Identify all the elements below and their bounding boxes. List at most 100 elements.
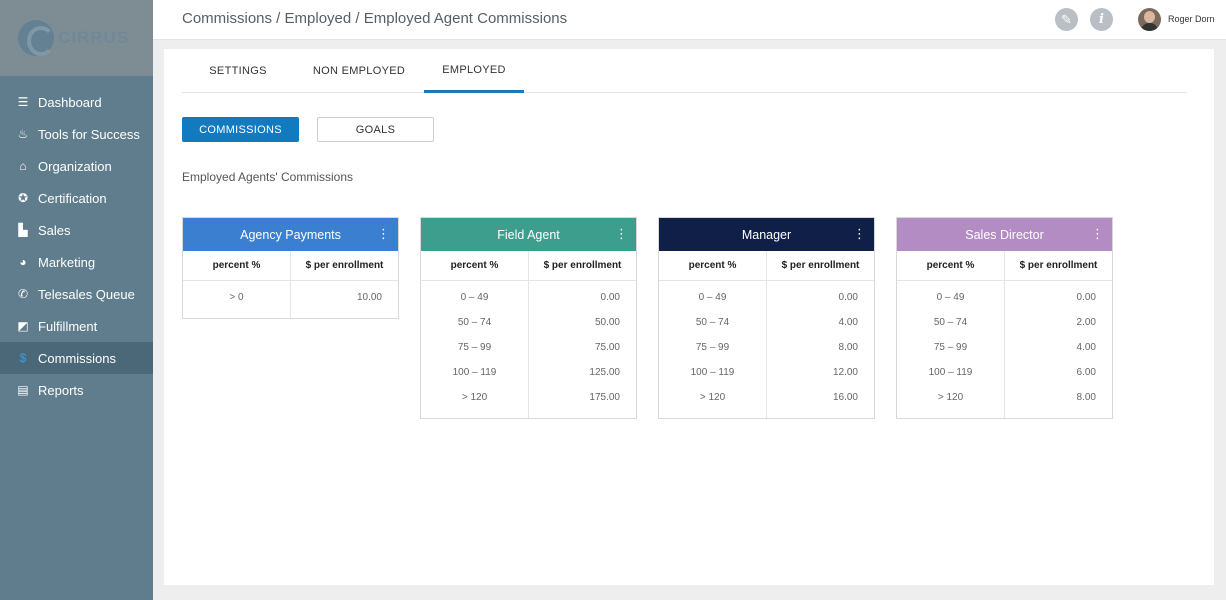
amount-cell: 2.00 [1076,317,1096,328]
percent-cell: 0 – 49 [460,292,489,303]
percent-cell: 75 – 99 [933,342,968,353]
amount-cell: 0.00 [600,292,620,303]
info-icon[interactable]: i [1090,8,1113,31]
amount-cell: 6.00 [1076,367,1096,378]
top-header: Commissions / Employed / Employed Agent … [153,0,1226,40]
breadcrumb: Commissions / Employed / Employed Agent … [182,10,568,27]
percent-cell: 50 – 74 [695,317,730,328]
amount-cell: 4.00 [1076,342,1096,353]
card-header: Sales Director ⋮ [897,218,1112,251]
percent-cell: 100 – 119 [452,367,497,378]
tab-non-employed[interactable]: NON EMPLOYED [312,65,406,77]
main-panel: SETTINGS NON EMPLOYED EMPLOYED COMMISSIO… [164,49,1214,585]
sidebar-item-sales[interactable]: ▙ Sales [0,214,153,246]
kebab-menu-icon[interactable]: ⋮ [615,226,628,241]
sidebar-item-organization[interactable]: ⌂ Organization [0,150,153,182]
sidebar-item-label: Reports [38,382,84,398]
amount-cell: 75.00 [594,342,620,353]
card-column-headers: percent % $ per enrollment [897,251,1112,281]
percent-cell: > 120 [699,392,726,403]
amount-cell: 12.00 [832,367,858,378]
card-title: Field Agent [497,227,560,242]
sidebar-item-fulfillment[interactable]: ◩ Fulfillment [0,310,153,342]
sidebar-item-label: Certification [38,190,107,206]
percent-cell: > 0 [229,292,244,303]
card-rows: 0 – 49 50 – 74 75 – 99 100 – 119 > 120 0… [421,281,636,418]
percent-cell: 75 – 99 [695,342,730,353]
commission-card-field-agent: Field Agent ⋮ percent % $ per enrollment… [420,217,637,419]
sidebar: CIRRUS ☰ Dashboard ♨ Tools for Success ⌂… [0,0,153,600]
percent-cell: > 120 [461,392,488,403]
amount-cell: 0.00 [1076,292,1096,303]
amount-cell: 125.00 [589,367,620,378]
column-header-amount: $ per enrollment [305,260,384,271]
column-header-amount: $ per enrollment [781,260,860,271]
percent-column: 0 – 49 50 – 74 75 – 99 100 – 119 > 120 [421,281,529,418]
list-icon: ☰ [17,95,29,109]
card-column-headers: percent % $ per enrollment [183,251,398,281]
sidebar-nav: ☰ Dashboard ♨ Tools for Success ⌂ Organi… [0,86,153,406]
kebab-menu-icon[interactable]: ⋮ [377,226,390,241]
card-title: Manager [741,227,792,242]
percent-cell: 50 – 74 [457,317,492,328]
goals-button[interactable]: GOALS [317,117,434,142]
card-title: Sales Director [965,227,1044,242]
sidebar-item-certification[interactable]: ✪ Certification [0,182,153,214]
commission-card-manager: Manager ⋮ percent % $ per enrollment 0 –… [658,217,875,419]
sidebar-item-reports[interactable]: ▤ Reports [0,374,153,406]
percent-cell: 0 – 49 [936,292,965,303]
award-icon: ✪ [17,191,29,205]
home-icon: ⌂ [19,159,27,173]
sidebar-item-marketing[interactable]: ◕ Marketing [0,246,153,278]
amount-cell: 175.00 [589,392,620,403]
column-header-amount: $ per enrollment [543,260,622,271]
tab-bar: SETTINGS NON EMPLOYED EMPLOYED [182,49,1187,93]
sidebar-item-telesales-queue[interactable]: ✆ Telesales Queue [0,278,153,310]
phone-icon: ✆ [17,287,29,301]
amount-cell: 50.00 [594,317,620,328]
user-name[interactable]: Roger Dorn [1168,14,1215,24]
card-column-headers: percent % $ per enrollment [659,251,874,281]
commission-card-agency-payments: Agency Payments ⋮ percent % $ per enroll… [182,217,399,319]
sidebar-item-dashboard[interactable]: ☰ Dashboard [0,86,153,118]
percent-column: > 0 [183,281,291,318]
card-rows: 0 – 49 50 – 74 75 – 99 100 – 119 > 120 0… [897,281,1112,418]
commission-card-sales-director: Sales Director ⋮ percent % $ per enrollm… [896,217,1113,419]
avatar[interactable] [1138,8,1161,31]
sidebar-item-tools-for-success[interactable]: ♨ Tools for Success [0,118,153,150]
tab-settings[interactable]: SETTINGS [209,65,267,77]
amount-cell: 0.00 [838,292,858,303]
amount-cell: 8.00 [1076,392,1096,403]
amount-column: 0.00 50.00 75.00 125.00 175.00 [529,281,636,418]
clipboard-icon: ▤ [17,383,29,397]
sidebar-item-label: Fulfillment [38,318,98,334]
percent-cell: 75 – 99 [457,342,492,353]
kebab-menu-icon[interactable]: ⋮ [853,226,866,241]
percent-column: 0 – 49 50 – 74 75 – 99 100 – 119 > 120 [659,281,767,418]
card-header: Field Agent ⋮ [421,218,636,251]
send-icon: ◩ [17,319,29,333]
percent-cell: 100 – 119 [928,367,973,378]
amount-cell: 4.00 [838,317,858,328]
cart-icon: ▙ [18,223,28,237]
sidebar-item-label: Marketing [38,254,96,270]
logo[interactable]: CIRRUS [0,0,153,76]
column-header-percent: percent % [659,251,767,280]
dollar-icon: $ [19,351,27,365]
logo-icon [18,20,55,56]
amount-column: 10.00 [291,281,398,318]
card-rows: > 0 10.00 [183,281,398,318]
tab-employed[interactable]: EMPLOYED [424,49,524,93]
percent-column: 0 – 49 50 – 74 75 – 99 100 – 119 > 120 [897,281,1005,418]
sidebar-item-commissions[interactable]: $ Commissions [0,342,153,374]
logo-text: CIRRUS [58,28,130,47]
amount-column: 0.00 2.00 4.00 6.00 8.00 [1005,281,1112,418]
sidebar-item-label: Tools for Success [38,126,140,142]
wrench-icon[interactable]: ✎ [1055,8,1078,31]
kebab-menu-icon[interactable]: ⋮ [1091,226,1104,241]
column-header-percent: percent % [421,251,529,280]
column-header-percent: percent % [183,251,291,280]
column-header-amount: $ per enrollment [1019,260,1098,271]
card-title: Agency Payments [240,227,341,242]
commissions-button[interactable]: COMMISSIONS [182,117,299,142]
